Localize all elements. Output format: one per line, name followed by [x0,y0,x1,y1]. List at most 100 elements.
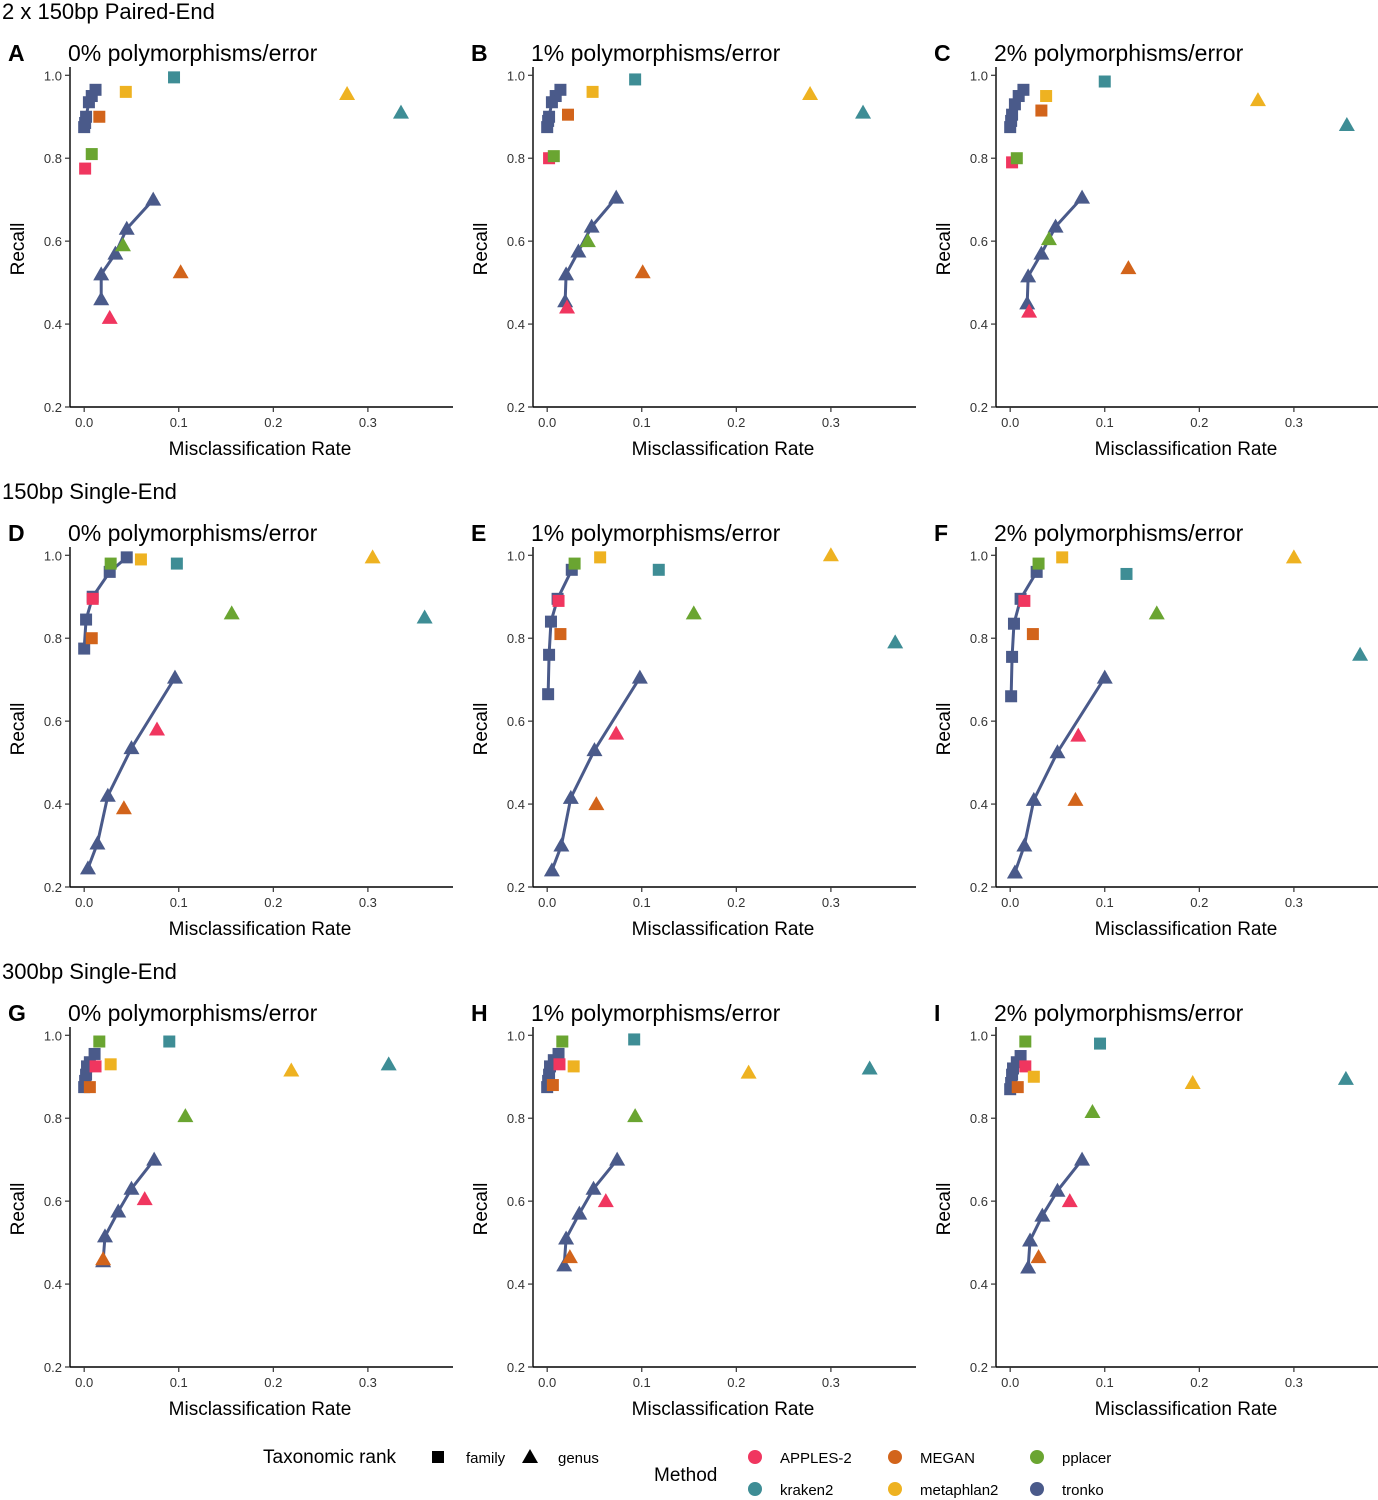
y-tick-label: 1.0 [970,68,988,83]
y-axis-label: Recall [471,1183,492,1236]
kraken2-genus-point [416,609,433,624]
metaphlan2-genus-point [283,1062,300,1077]
panel-title: 1% polymorphisms/error [531,40,781,66]
x-tick-label: 0.0 [75,415,93,430]
y-tick-label: 0.6 [44,1194,62,1209]
metaphlan2-family-point [1040,90,1053,103]
x-tick-label: 0.3 [1285,895,1303,910]
x-axis-label: Misclassification Rate [632,439,815,460]
legend-kraken2-marker [748,1482,762,1496]
metaphlan2-genus-point [1285,549,1302,564]
metaphlan2-genus-point [802,85,819,100]
tronko-genus-point [1047,218,1064,233]
kraken2-family-point [1120,567,1133,580]
panel-E: E 1% polymorphisms/error 0.0 0.1 0.2 0.3 0.2 0.… [471,520,916,940]
tronko-genus-point [1020,1259,1037,1274]
tronko-genus-point [145,191,162,206]
kraken2-genus-point [1337,1070,1354,1085]
megan-genus-point [588,796,605,811]
panel-D: D 0% polymorphisms/error 0.0 0.1 0.2 0.3 0.2 0.… [8,520,453,940]
tronko-genus-point [1025,791,1042,806]
panel-C: C 2% polymorphisms/error 0.0 0.1 0.2 0.3 0.2 0.… [934,40,1378,460]
y-axis-label: Recall [8,223,29,276]
tronko-family-point [120,551,133,564]
y-axis-label: Recall [934,1183,955,1236]
tronko-genus-point [586,742,603,757]
kraken2-genus-point [855,104,872,119]
x-tick-label: 0.0 [538,415,556,430]
x-tick-label: 0.3 [822,415,840,430]
tronko-family-point [543,648,556,661]
kraken2-genus-point [1352,646,1369,661]
pplacer-family-point [1010,152,1023,165]
megan-family-point [1035,104,1048,117]
metaphlan2-family-point [104,1058,117,1071]
tronko-genus-point [631,669,648,684]
tronko-genus-line [550,676,642,871]
panel-letter: B [471,40,488,66]
y-axis-label: Recall [471,223,492,276]
x-tick-label: 0.0 [1001,895,1019,910]
tronko-genus-point [79,860,96,875]
legend-tronko-marker [1030,1482,1044,1496]
tronko-genus-line [563,196,618,302]
tronko-genus-point [166,669,183,684]
tronko-genus-point [570,243,587,258]
panel-G: G 0% polymorphisms/error 0.0 0.1 0.2 0.3 0.2 0.… [8,1000,453,1420]
y-tick-label: 0.4 [970,317,988,332]
y-tick-label: 1.0 [970,548,988,563]
pplacer-family-point [556,1035,569,1048]
metaphlan2-family-point [134,553,147,566]
y-tick-label: 0.8 [507,151,525,166]
y-axis-label: Recall [8,703,29,756]
legend-rank-title: Taxonomic rank [263,1447,397,1468]
legend-apples-2-marker [748,1450,762,1464]
metaphlan2-genus-point [364,549,381,564]
legend-family-label: family [466,1450,506,1467]
x-tick-label: 0.0 [75,895,93,910]
x-tick-label: 0.0 [1001,1375,1019,1390]
tronko-genus-line [101,1158,156,1262]
panel-title: 1% polymorphisms/error [531,520,781,546]
tronko-genus-point [543,862,560,877]
tronko-genus-point [1034,1207,1051,1222]
x-tick-label: 0.1 [633,895,651,910]
legend-rank-items: family genus [432,1449,599,1467]
metaphlan2-genus-point [1249,92,1266,107]
x-tick-label: 0.1 [633,1375,651,1390]
tronko-genus-point [558,1230,575,1245]
tronko-genus-point [1096,669,1113,684]
panel-B: B 1% polymorphisms/error 0.0 0.1 0.2 0.3 0.2 0.… [471,40,916,460]
x-tick-label: 0.0 [75,1375,93,1390]
metaphlan2-family-point [594,551,607,564]
apples-2-genus-point [608,725,625,740]
apples-2-genus-point [1061,1193,1078,1208]
y-tick-label: 1.0 [44,548,62,563]
y-tick-label: 0.4 [507,1277,525,1292]
legend-megan-label: MEGAN [920,1450,975,1467]
panel-title: 2% polymorphisms/error [994,1000,1244,1026]
y-tick-label: 0.2 [507,880,525,895]
panel-title: 2% polymorphisms/error [994,40,1244,66]
pplacer-genus-point [1148,605,1165,620]
panel-title: 0% polymorphisms/error [68,40,318,66]
pplacer-family-point [93,1035,106,1048]
legend-apples-2-label: APPLES-2 [780,1450,852,1467]
pplacer-genus-point [579,233,596,248]
legend-method-items: APPLES-2 MEGAN pplacer kraken2 metaphlan2 tro… [748,1450,1111,1499]
kraken2-genus-point [861,1060,878,1075]
y-axis-label: Recall [471,703,492,756]
y-tick-label: 0.8 [44,151,62,166]
kraken2-family-point [628,1033,641,1046]
tronko-family-point [80,613,93,626]
tronko-genus-point [558,266,575,281]
apples-2-family-point [552,594,565,607]
tronko-family-point [1006,108,1019,121]
y-tick-label: 0.8 [970,631,988,646]
x-tick-label: 0.3 [1285,415,1303,430]
kraken2-genus-point [1338,117,1355,132]
y-tick-label: 1.0 [507,1028,525,1043]
tronko-genus-line [1025,196,1084,304]
panel-letter: H [471,1000,488,1026]
legend-family-marker [432,1451,444,1463]
